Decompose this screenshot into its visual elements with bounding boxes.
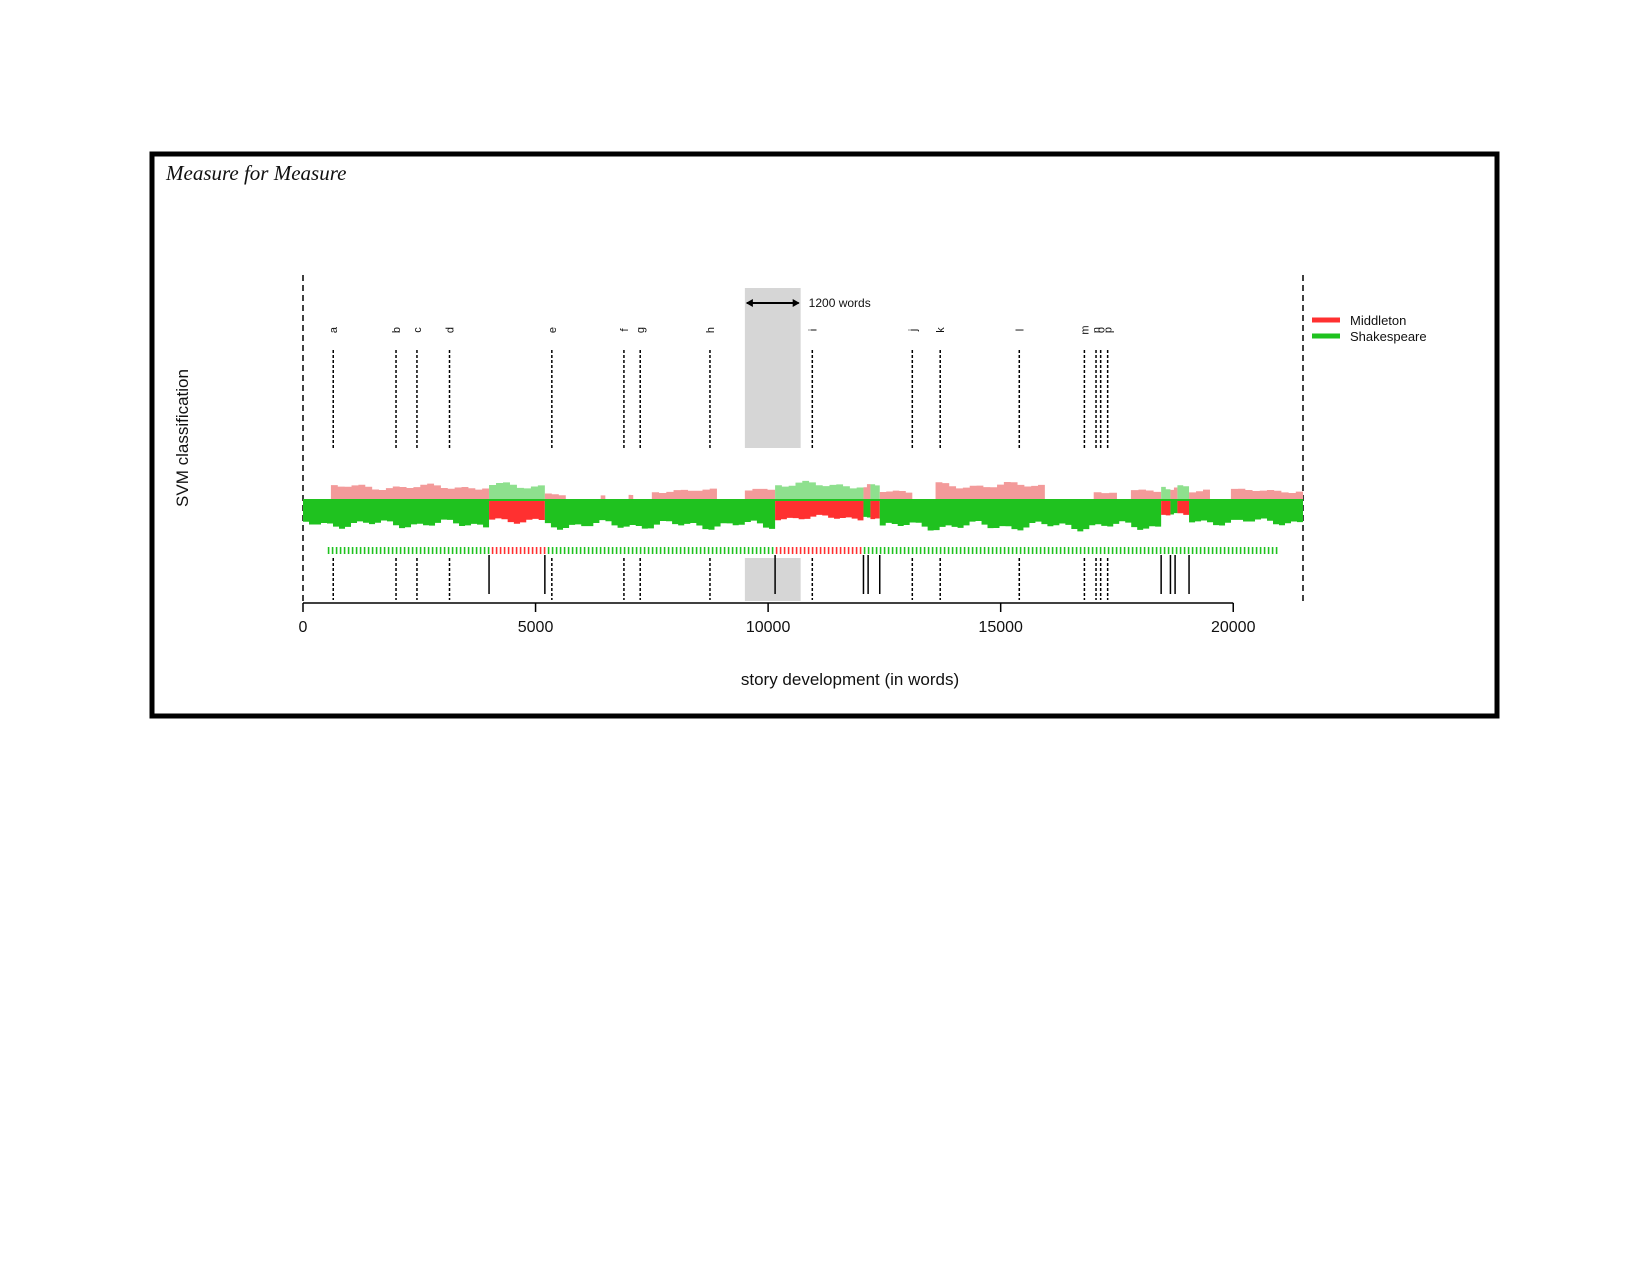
scene-marker-label: e [547,327,559,333]
chart-title: Measure for Measure [165,161,346,185]
legend-label: Middleton [1350,313,1406,328]
upper-band-segment [1189,489,1210,499]
upper-band-segment [744,488,776,499]
x-axis-title: story development (in words) [741,670,959,689]
x-tick-label: 20000 [1211,619,1256,636]
scene-marker-label: d [445,327,457,333]
lower-band-segment [1189,499,1303,526]
upper-band-segment [489,482,545,499]
lower-band-segment [870,499,880,520]
scene-marker-label: n [1091,327,1103,333]
upper-band-segment [628,494,634,499]
window-arrow-head-right [792,299,800,307]
upper-band-segment [1177,485,1190,499]
upper-band-segment [1093,492,1117,499]
upper-band-segment [651,488,717,499]
x-tick-label: 5000 [518,619,554,636]
scene-marker-label: o [1096,327,1108,333]
tick-strip-layer [327,547,1278,554]
upper-band-segment [863,484,871,499]
scene-marker-label: b [391,327,403,333]
lower-band-segment [489,499,545,524]
scene-marker-label: l [1014,329,1026,331]
window-highlight-lower [744,558,801,601]
figure-frame [149,151,1500,719]
lower-band-segment [544,499,776,530]
window-layer: 1200 words [744,288,871,601]
legend-label: Shakespeare [1350,329,1427,344]
scene-marker-label: c [412,327,424,333]
lower-band-segment [1177,499,1190,515]
upper-band-segment [1170,487,1178,499]
lower-band-segment [879,499,1162,532]
y-axis-title: SVM classification [173,369,192,507]
upper-band-segment [879,490,913,499]
upper-band-segment [600,495,606,499]
boundary-line-layer [488,555,1190,594]
scene-marker-label: p [1103,327,1115,333]
scene-marker-layer: a b c d e f g h i j k l m nop [302,275,1304,602]
scene-marker-label: g [635,327,647,333]
scene-marker-label: m [1079,325,1091,334]
x-axis: 0 5000 10000 15000 20000 [299,602,1256,636]
window-highlight [744,288,801,448]
lower-band-layer [303,499,1303,532]
x-tick-label: 0 [299,619,308,636]
upper-band-segment [775,480,864,499]
upper-band-segment [330,483,490,499]
upper-band-segment [544,493,566,499]
window-arrow-head-left [745,299,753,307]
lower-band-segment [1161,499,1171,516]
lower-band-segment [775,499,864,521]
scene-marker-label: k [935,327,947,333]
upper-band-segment [935,482,1045,499]
upper-band-segment [1230,488,1303,499]
scene-marker-label: h [705,327,717,333]
window-label: 1200 words [809,296,871,310]
scene-marker-label: j [907,329,919,332]
upper-band-segment [1130,489,1162,499]
lower-band-segment [1170,499,1178,515]
x-tick-label: 15000 [978,619,1023,636]
scene-marker-label: i [807,329,819,331]
scene-marker-label: f [619,328,631,332]
upper-band-layer [330,480,1303,499]
x-tick-label: 10000 [746,619,791,636]
scene-marker-label: a [328,326,340,333]
lower-band-segment [303,499,490,529]
lower-band-segment [863,499,871,518]
upper-band-segment [870,484,880,499]
upper-band-segment [1161,486,1171,499]
